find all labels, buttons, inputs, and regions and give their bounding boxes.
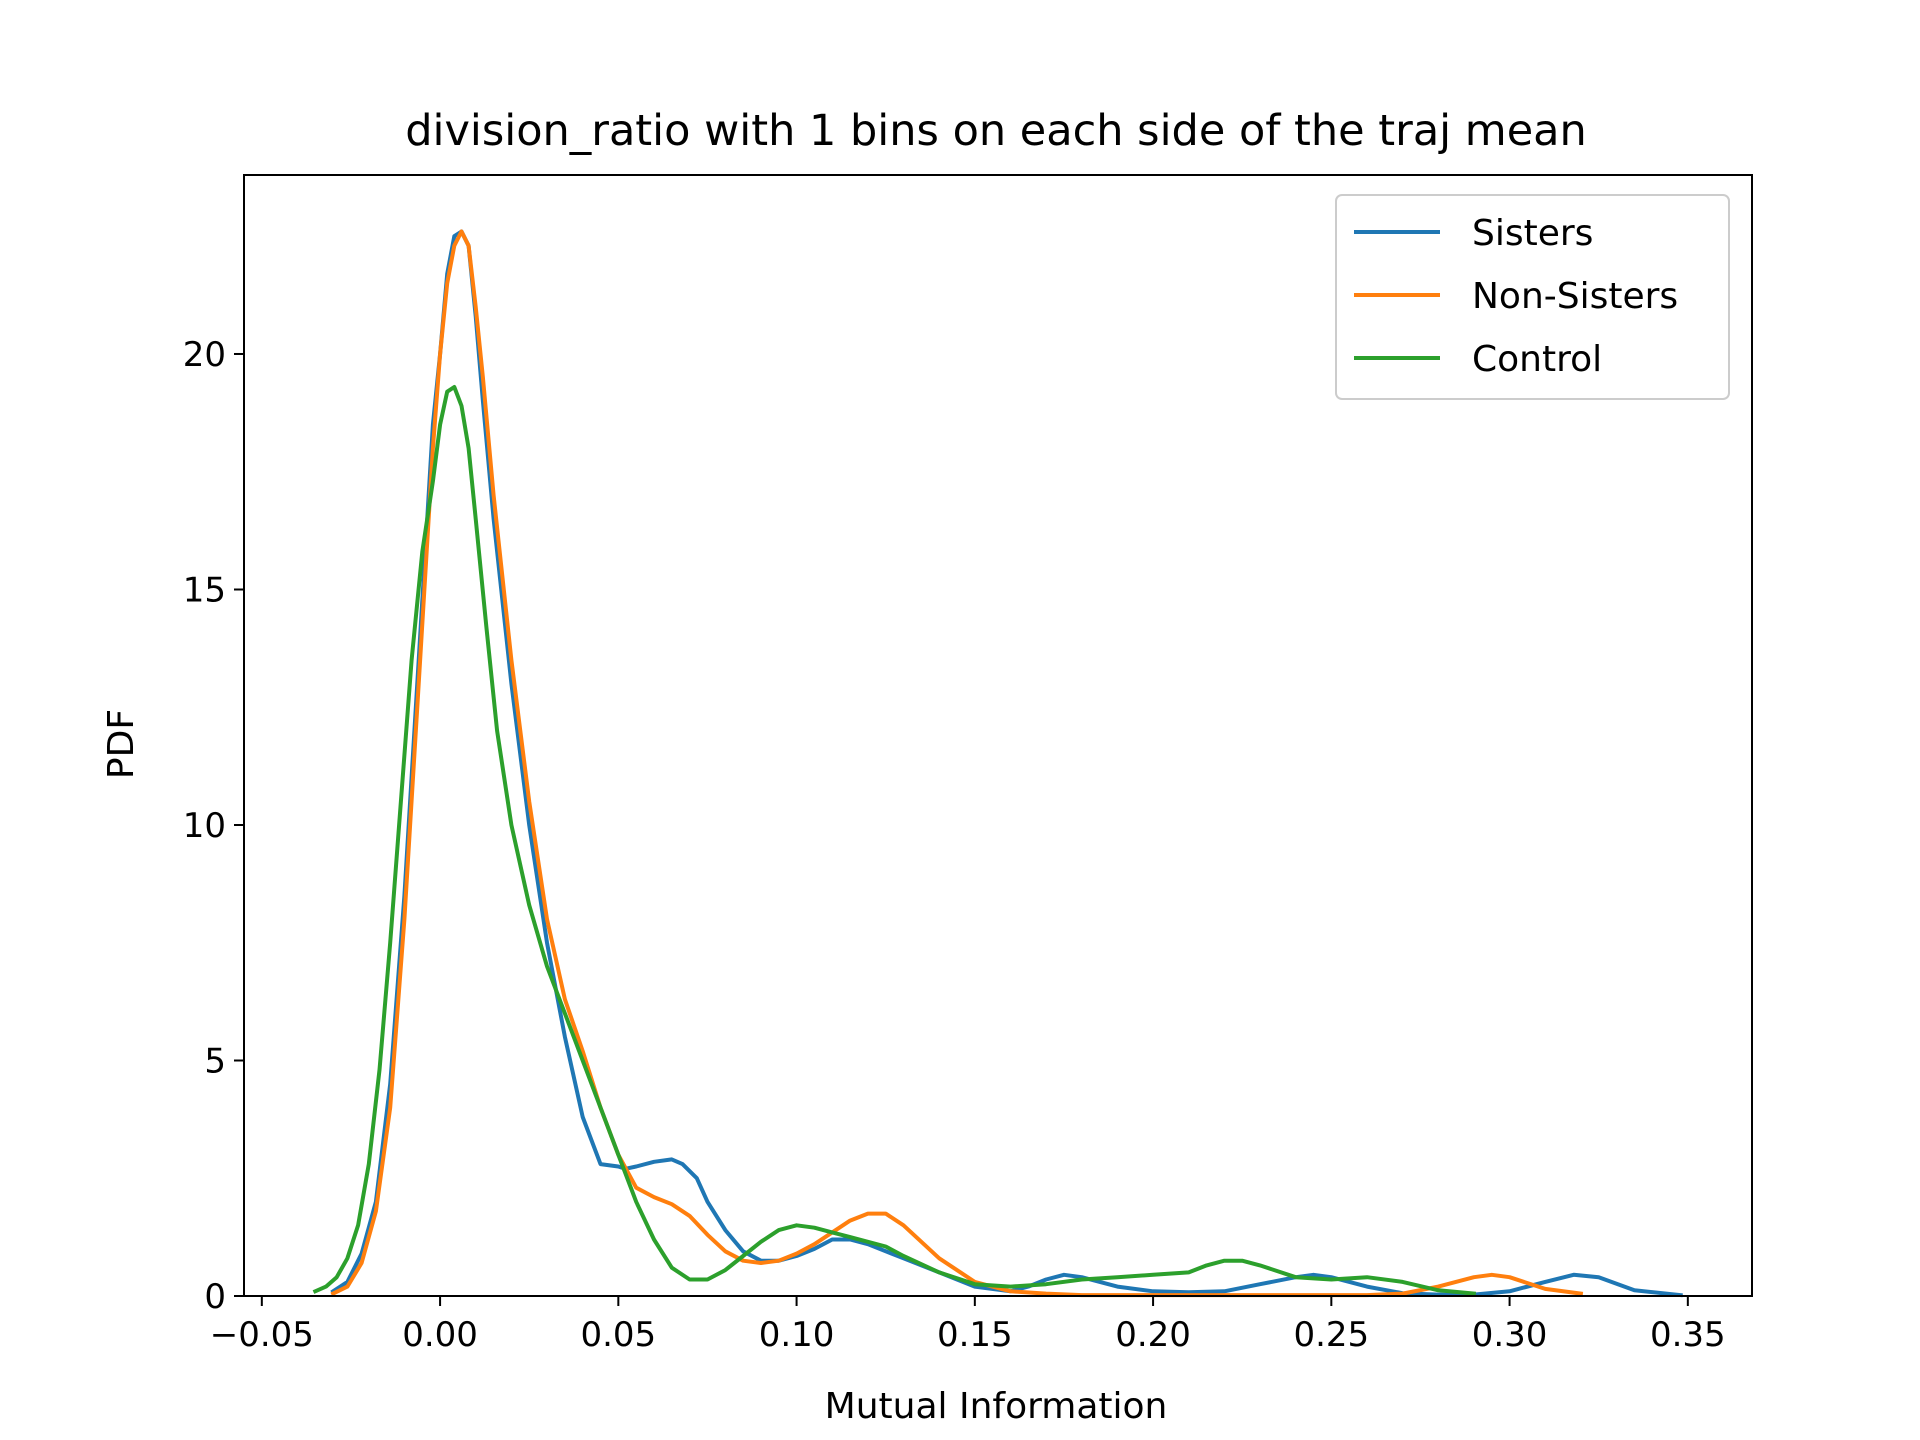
legend-label-control: Control xyxy=(1472,339,1602,380)
y-tick-label: 0 xyxy=(204,1277,226,1317)
legend-label-sisters: Sisters xyxy=(1472,213,1593,254)
x-tick-label: 0.35 xyxy=(1650,1315,1726,1355)
legend-label-non-sisters: Non-Sisters xyxy=(1472,276,1678,317)
x-axis: −0.05 0.00 0.05 0.10 0.15 0.20 0.25 0.30 0.35 xyxy=(210,1296,1726,1355)
y-tick-label: 10 xyxy=(183,806,226,846)
x-tick-label: 0.20 xyxy=(1115,1315,1191,1355)
x-tick-label: 0.25 xyxy=(1293,1315,1369,1355)
series-line-control xyxy=(312,385,1477,1296)
y-tick-label: 20 xyxy=(183,335,226,375)
plot-frame xyxy=(243,174,1753,1297)
y-tick-label: 15 xyxy=(183,570,226,610)
y-axis: 0 5 10 15 20 xyxy=(183,335,244,1317)
x-tick-label: 0.10 xyxy=(759,1315,835,1355)
x-tick-label: 0.00 xyxy=(402,1315,478,1355)
chart-title: division_ratio with 1 bins on each side … xyxy=(405,106,1587,156)
y-tick-label: 5 xyxy=(204,1041,226,1081)
y-axis-label: PDF xyxy=(101,709,142,779)
x-tick-label: −0.05 xyxy=(210,1315,314,1355)
legend-box xyxy=(1335,194,1730,400)
legend: Sisters Non-Sisters Control xyxy=(1335,194,1730,400)
x-tick-label: 0.15 xyxy=(937,1315,1013,1355)
x-tick-label: 0.30 xyxy=(1472,1315,1548,1355)
x-tick-label: 0.05 xyxy=(580,1315,656,1355)
x-axis-label: Mutual Information xyxy=(825,1386,1168,1427)
